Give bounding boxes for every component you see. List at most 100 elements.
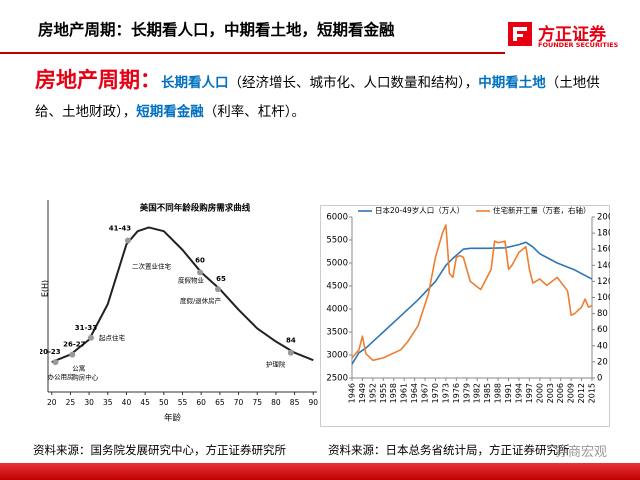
x-tick-label: 1961	[400, 383, 409, 403]
chart-right: 2500 3000 3500 4000 4500 5000 5500 6000 0 20 40 60 8…	[320, 205, 610, 427]
footer-bar	[0, 463, 640, 480]
x-tick-label: 2015	[588, 383, 597, 403]
x-tick-label: 55	[178, 398, 188, 407]
x-tick-label: 80	[271, 398, 281, 407]
y2-tick-label: 60	[597, 325, 608, 335]
x-tick-label: 50	[159, 398, 169, 407]
x-tick-label: 2003	[546, 383, 555, 403]
x-tick-label: 65	[215, 398, 225, 407]
logo-sub: FOUNDER SECURITIES	[538, 41, 619, 49]
x-tick-label: 35	[103, 398, 113, 407]
x-tick-label: 1979	[462, 383, 471, 403]
x-axis-label: 年龄	[164, 413, 182, 424]
x-tick-label: 1988	[494, 383, 503, 403]
text-segment: （经济增长、城市化、人口数量和结构），	[228, 75, 479, 91]
x-tick-label: 1964	[410, 383, 419, 403]
chart-left: 20 25 30 35 40 45 50 55 60 65 70 75 80 85 90 美国不同年龄段购房需…	[40, 200, 318, 424]
x-tick-label: 1976	[452, 383, 461, 403]
y2-tick-label: 80	[597, 309, 608, 319]
legend-label: 住宅新开工量（万套，右轴）	[493, 205, 591, 215]
y-tick-label: 3000	[326, 351, 348, 361]
y-axis-label: E(H)	[41, 280, 50, 297]
source: 资料来源：日本总务省统计局，方正证券研究所	[328, 443, 570, 457]
y2-tick-label: 120	[597, 277, 610, 287]
x-tick-label: 1970	[431, 383, 440, 403]
y-tick-label: 3500	[326, 328, 348, 338]
watermark: 券商宏观	[555, 445, 608, 460]
marker-note: 度假/退休房产	[180, 296, 222, 305]
marker-note: 办公用房	[47, 372, 73, 381]
x-tick-label: 1985	[483, 383, 492, 403]
x-tick-label: 1952	[368, 383, 377, 403]
x-tick-label: 1946	[348, 383, 357, 403]
x-tick-label: 90	[308, 398, 318, 407]
text-segment: 短期看金融	[136, 104, 204, 120]
marker	[124, 237, 131, 244]
marker-label: 26-27	[63, 341, 86, 349]
marker-label: 20-23	[40, 348, 61, 356]
y2-tick-label: 200	[597, 213, 610, 223]
y2-tick-label: 180	[597, 229, 610, 239]
y-tick-label: 4500	[326, 282, 348, 292]
text-segment: （利率、杠杆）。	[203, 104, 305, 120]
header-rule	[0, 52, 505, 54]
y-tick-label: 4000	[326, 305, 348, 315]
marker-note: 度假物业	[178, 275, 205, 284]
marker	[214, 286, 221, 293]
chart-frame	[320, 205, 610, 427]
x-tick-label: 2006	[556, 383, 565, 403]
x-tick-label: 2012	[577, 383, 586, 403]
y2-tick-label: 40	[597, 341, 608, 351]
x-tick-label: 1994	[514, 383, 523, 403]
x-tick-label: 2009	[567, 383, 576, 403]
marker-note: 护理院	[266, 360, 286, 369]
x-tick-label: 70	[234, 398, 244, 407]
marker-label: 84	[286, 337, 296, 345]
text-segment: 长期看人口	[161, 75, 229, 91]
chart-title: 美国不同年龄段购房需求曲线	[140, 203, 251, 214]
x-tick-label: 2000	[535, 383, 544, 403]
logo-text: 方正证券	[538, 25, 606, 45]
marker-label: 31-33	[75, 324, 98, 332]
text-segment: 房地产周期：	[35, 68, 161, 92]
x-tick-label: 1949	[358, 383, 367, 403]
x-tick-label: 45	[140, 398, 150, 407]
y-tick-label: 2500	[326, 374, 348, 384]
y-tick-label: 6000	[326, 213, 348, 223]
y-tick-label: 5000	[326, 259, 348, 269]
marker-note: 公寓	[72, 364, 85, 373]
y2-tick-label: 160	[597, 245, 610, 255]
x-tick-label: 1991	[504, 383, 513, 403]
slide-title: 房地产周期：长期看人口，中期看土地，短期看金融	[38, 21, 395, 39]
marker	[87, 334, 94, 341]
marker	[287, 349, 294, 356]
curve	[51, 226, 314, 364]
y2-tick-label: 20	[597, 357, 608, 367]
x-tick-label: 25	[66, 398, 76, 407]
y2-tick-label: 140	[597, 261, 610, 271]
y2-tick-label: 100	[597, 293, 610, 303]
x-tick-label: 1997	[525, 383, 534, 403]
x-tick-label: 85	[290, 398, 300, 407]
body-text: 房地产周期：长期看人口（经济增长、城市化、人口数量和结构），中期看土地（土地供给…	[35, 66, 615, 127]
marker-note: 购房中心	[72, 373, 99, 382]
logo-icon	[508, 22, 532, 46]
x-tick-label: 1958	[389, 383, 398, 403]
x-tick-label: 40	[122, 398, 132, 407]
marker-note: 二次置业住宅	[132, 262, 172, 271]
text-segment: 中期看土地	[478, 75, 546, 91]
x-tick-label: 1973	[441, 383, 450, 403]
x-tick-label: 1967	[421, 383, 430, 403]
x-tick-label: 20	[47, 398, 57, 407]
line	[351, 224, 593, 362]
marker-label: 41-43	[109, 225, 132, 233]
x-tick-label: 1982	[473, 383, 482, 403]
x-tick-label: 1955	[379, 383, 388, 403]
x-tick-label: 60	[196, 398, 206, 407]
marker-label: 65	[216, 275, 226, 283]
marker-label: 60	[195, 256, 205, 264]
marker	[197, 269, 204, 276]
line	[351, 241, 593, 365]
text-segment: （土地供给、土地财政），	[35, 75, 600, 120]
